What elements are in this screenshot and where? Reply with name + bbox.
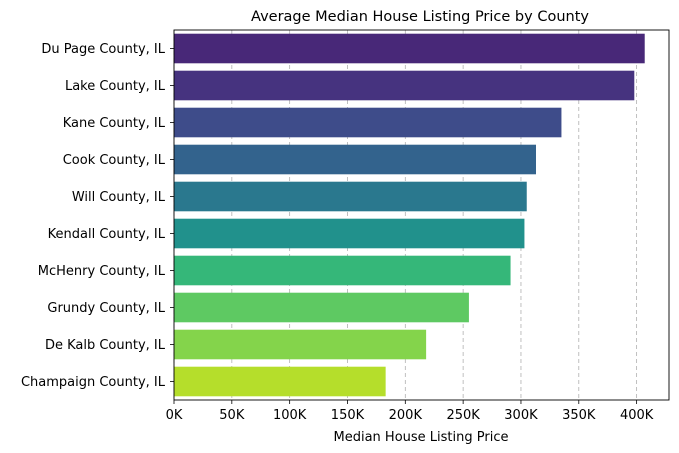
y-axis-ticks: Du Page County, IL Lake County, IL Kane Co… bbox=[21, 42, 174, 390]
y-tick-label: Lake County, IL bbox=[65, 79, 166, 94]
bar bbox=[174, 33, 645, 64]
x-tick-label: 0K bbox=[166, 408, 183, 423]
bar bbox=[174, 218, 525, 249]
bar bbox=[174, 255, 511, 286]
y-tick-label: De Kalb County, IL bbox=[45, 338, 166, 353]
y-tick-label: Kane County, IL bbox=[63, 116, 166, 131]
y-tick-label: McHenry County, IL bbox=[38, 264, 166, 279]
x-tick-label: 200K bbox=[389, 408, 423, 423]
y-tick-label: Cook County, IL bbox=[63, 153, 166, 168]
y-tick-label: Du Page County, IL bbox=[41, 42, 165, 57]
bar bbox=[174, 70, 635, 101]
bar bbox=[174, 144, 536, 175]
plot-frame bbox=[173, 29, 670, 401]
bars bbox=[174, 33, 645, 397]
x-axis-ticks: 0K 50K 100K 150K 200K 250K 300K 350K 400K bbox=[166, 400, 654, 423]
y-tick-label: Kendall County, IL bbox=[48, 227, 166, 242]
y-tick-label: Will County, IL bbox=[72, 190, 166, 205]
bar bbox=[174, 292, 469, 323]
chart-title: Average Median House Listing Price by Co… bbox=[251, 9, 589, 25]
bar bbox=[174, 366, 386, 397]
bar bbox=[174, 181, 527, 212]
x-tick-label: 400K bbox=[620, 408, 654, 423]
x-tick-label: 150K bbox=[331, 408, 365, 423]
y-tick-label: Champaign County, IL bbox=[21, 375, 166, 390]
x-axis-label: Median House Listing Price bbox=[334, 430, 509, 445]
x-tick-label: 50K bbox=[219, 408, 245, 423]
x-tick-label: 250K bbox=[446, 408, 480, 423]
bar bbox=[174, 329, 427, 360]
x-tick-label: 100K bbox=[273, 408, 307, 423]
x-tick-label: 300K bbox=[504, 408, 538, 423]
bar bbox=[174, 107, 562, 138]
x-tick-label: 350K bbox=[562, 408, 596, 423]
y-tick-label: Grundy County, IL bbox=[47, 301, 165, 316]
